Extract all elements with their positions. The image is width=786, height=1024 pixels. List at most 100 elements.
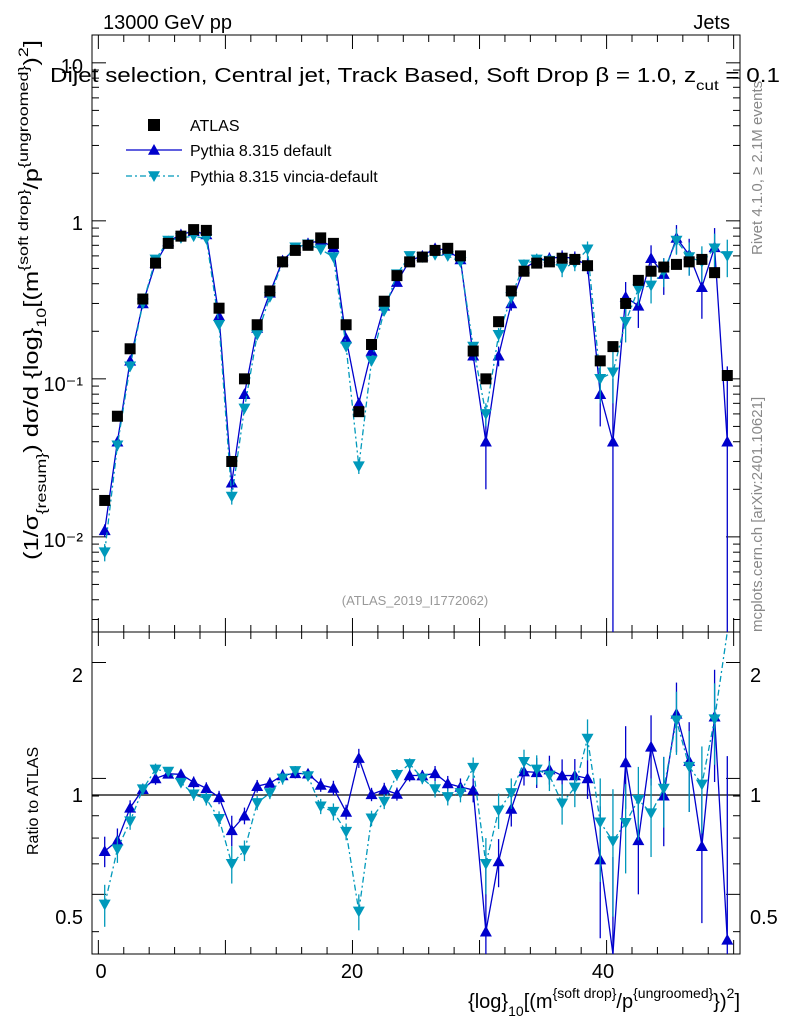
data-point [111,410,123,422]
ratio-data-point [276,773,289,785]
ratio-data-point [403,759,416,770]
ratio-data-point [225,859,238,870]
main-ytick-label: 10 [61,56,83,78]
data-point [683,256,695,268]
data-point [594,374,607,385]
data-point [200,224,212,236]
ratio-ticks [92,632,740,954]
ratio-data-point [479,925,492,937]
ratio-data-point [467,762,480,774]
data-point [238,373,250,385]
ratio-data-point [606,836,619,848]
data-point [353,406,365,418]
data-point [391,270,403,282]
data-point [150,257,162,269]
data-point [302,239,314,251]
data-point [543,256,555,268]
data-point [378,295,390,307]
legend-label: Pythia 8.315 default [190,143,332,160]
ratio-data-point [429,767,442,779]
data-point [352,397,365,409]
data-point [378,305,391,317]
data-point [556,252,568,264]
ratio-data-point [124,816,137,828]
legend: ATLAS Pythia 8.315 default Pythia 8.315 vi… [126,118,378,186]
data-point [645,280,658,292]
ratio-data-point [467,783,480,795]
xlabel: {log}10[(m{soft drop}/p{ungroomed}})2] [468,985,740,1019]
ratio-data-point [390,787,403,799]
ratio-data-point [352,906,365,918]
ratio-data-point [530,764,543,776]
data-point [188,224,200,236]
ratio-data-point [556,798,569,810]
data-point [696,253,708,265]
ratio-data-point [708,714,721,726]
ratio-data-point [581,733,594,745]
data-point [365,345,378,356]
xtick-label: 40 [592,961,614,983]
ratio-data-point [340,826,353,838]
ratio-ytick-label-right: 1 [750,785,761,807]
data-point [213,319,226,331]
ratio-data-point [187,776,200,788]
ratio-data-point [619,756,632,768]
ratio-data-point [568,782,581,794]
xtick-label: 0 [95,961,106,983]
rivet-version-label: Rivet 4.1.0, ≥ 2.1M events [749,81,766,255]
ratio-data-point [683,761,696,773]
ratio-data-point [670,715,683,727]
ratio-ylabel: Ratio to ATLAS [25,747,42,855]
ratio-series [98,631,734,955]
plot-title: Dijet selection, Central jet, Track Base… [50,65,780,93]
data-point [111,440,124,452]
main-ylabel: (1/σ{resum}) dσ/d {log}10[(m{soft drop}/… [15,40,49,560]
ratio-ytick-label: 1 [72,785,83,807]
ratio-ytick-label: 0.5 [55,907,83,929]
ratio-data-point [314,801,327,813]
ratio-plot-frame [91,631,741,955]
data-point [607,341,619,353]
data-point [721,435,734,447]
ratio-data-point [200,794,213,805]
data-point [251,330,264,341]
series-line [104,235,728,553]
ratio-data-point [327,806,340,818]
data-point [454,250,466,262]
legend-marker [148,119,160,131]
ratio-data-point [403,769,416,781]
ratio-data-point [289,766,302,777]
legend-marker [148,144,160,155]
data-point [340,332,353,344]
data-point [366,338,378,350]
legend-label: ATLAS [190,118,240,135]
data-point [416,251,428,263]
ratio-data-point [340,805,353,817]
data-point [162,237,174,249]
legend-marker [148,171,160,182]
ratio-data-point [492,805,505,817]
data-point [327,237,339,249]
ratio-data-point [251,798,264,809]
data-point [594,355,606,367]
data-point [225,491,238,503]
ratio-data-point [352,752,365,763]
ratio-data-point [238,809,251,821]
ratio-data-point [314,778,327,790]
ratio-series-line [104,631,728,912]
ratio-series-line [104,713,728,955]
data-point [505,285,517,297]
legend-label: Pythia 8.315 vincia-default [190,169,378,186]
ratio-ytick-label: 2 [72,665,83,687]
main-ytick-label: 10⁻¹ [44,374,84,396]
ratio-data-point [721,933,734,945]
ratio-data-point [390,769,403,781]
ratio-data-point [302,771,314,783]
data-point [632,284,645,296]
ratio-data-point [619,818,632,829]
data-point [721,251,734,262]
ratio-data-point [378,796,391,808]
data-point [670,258,682,270]
ratio-data-point [98,899,111,911]
